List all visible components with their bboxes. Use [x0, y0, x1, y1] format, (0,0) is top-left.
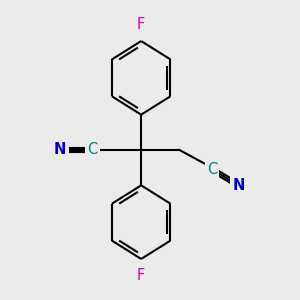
Text: N: N [54, 142, 66, 158]
Text: N: N [232, 178, 244, 193]
Text: F: F [137, 17, 145, 32]
Text: F: F [137, 268, 145, 283]
Text: C: C [207, 162, 217, 177]
Text: C: C [88, 142, 98, 158]
